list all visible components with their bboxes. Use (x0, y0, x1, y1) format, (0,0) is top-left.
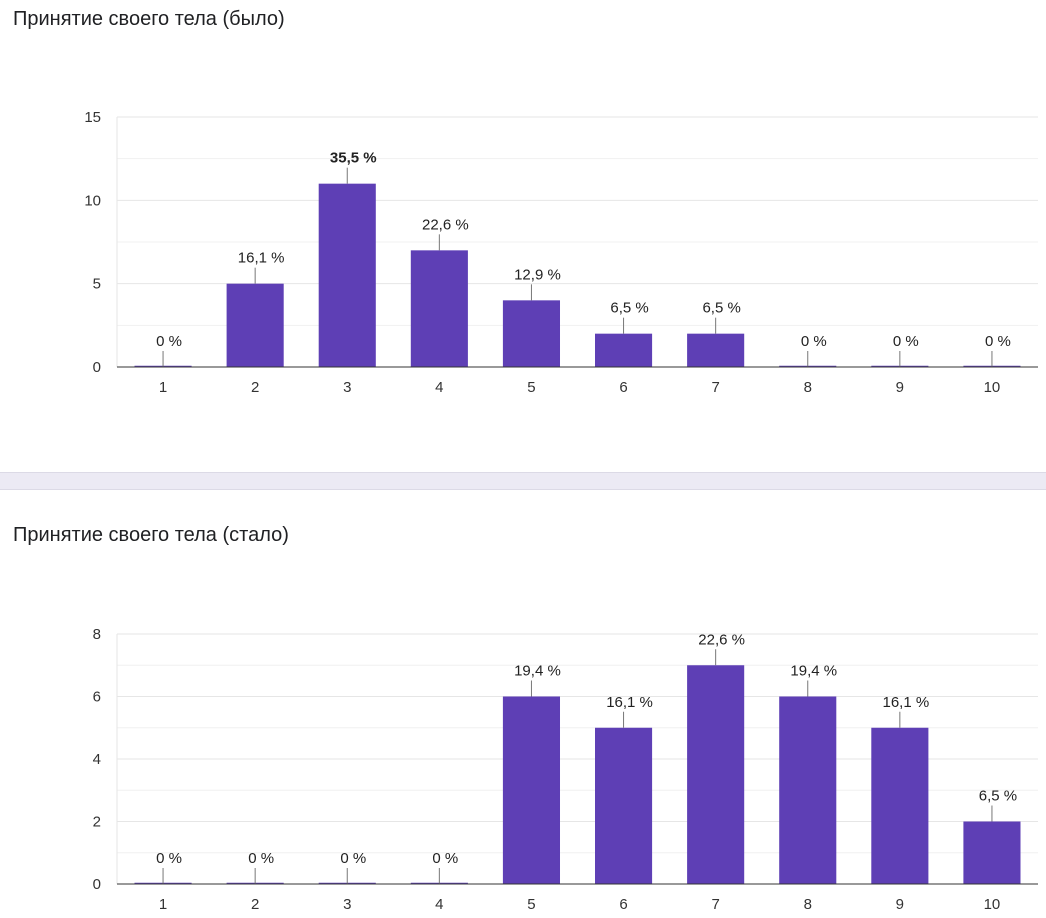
x-tick-label: 4 (435, 379, 443, 396)
x-tick-label: 7 (711, 896, 719, 913)
data-label: 16,1 % (606, 694, 653, 711)
bar (594, 333, 653, 367)
data-label: 6,5 % (610, 300, 648, 317)
x-tick-label: 4 (435, 896, 443, 913)
data-label: 16,1 % (882, 694, 929, 711)
bar (502, 300, 561, 367)
x-tick-label: 5 (527, 379, 535, 396)
x-tick-label: 2 (251, 896, 259, 913)
x-tick-label: 3 (343, 896, 351, 913)
data-label: 22,6 % (698, 631, 745, 648)
data-label: 6,5 % (702, 300, 740, 317)
data-label: 0 % (340, 850, 366, 867)
data-label: 19,4 % (790, 663, 837, 680)
x-tick-label: 3 (343, 379, 351, 396)
bar (779, 696, 837, 884)
chart-title: Принятие своего тела (было) (13, 8, 285, 30)
x-tick-label: 7 (711, 379, 719, 396)
data-label: 0 % (156, 850, 182, 867)
data-label: 0 % (801, 333, 827, 350)
x-tick-label: 10 (984, 379, 1001, 396)
x-tick-label: 5 (527, 896, 535, 913)
y-tick-label: 15 (84, 109, 101, 126)
data-label: 35,5 % (330, 150, 377, 167)
data-label: 0 % (248, 850, 274, 867)
bar (963, 821, 1021, 884)
chart-card-after: Принятие своего тела (стало) 0 2 4 6 8 0 % 1 0 … (0, 490, 1046, 918)
data-label: 12,9 % (514, 266, 561, 283)
bar-chart-after: 0 2 4 6 8 0 % 1 0 % 2 0 % 3 0 % 4 19,4 % 5 16,1 % 6 22,6 … (93, 626, 1038, 913)
x-tick-label: 8 (804, 896, 812, 913)
bar (410, 250, 468, 367)
y-tick-label: 8 (93, 626, 101, 643)
x-tick-label: 9 (896, 379, 904, 396)
bar-chart-before: 0 5 10 15 0 % 1 16,1 % 2 35,5 % 3 22,6 % 4 12,9 % 5 6,… (84, 109, 1038, 396)
chart-title: Принятие своего тела (стало) (13, 524, 289, 546)
x-tick-label: 2 (251, 379, 259, 396)
x-tick-label: 8 (804, 379, 812, 396)
data-label: 0 % (893, 333, 919, 350)
bar (594, 727, 653, 884)
bar (226, 283, 284, 367)
x-tick-label: 10 (984, 896, 1001, 913)
data-label: 0 % (432, 850, 458, 867)
bar (871, 727, 929, 884)
y-tick-label: 2 (93, 814, 101, 831)
y-tick-label: 10 (84, 192, 101, 209)
x-tick-label: 6 (619, 379, 627, 396)
y-tick-label: 5 (93, 276, 101, 293)
data-label: 19,4 % (514, 663, 561, 680)
bar (502, 696, 561, 884)
x-tick-label: 9 (896, 896, 904, 913)
y-tick-label: 4 (93, 751, 101, 768)
y-tick-label: 0 (93, 359, 101, 376)
bar (318, 183, 376, 367)
x-tick-label: 1 (159, 379, 167, 396)
x-tick-label: 6 (619, 896, 627, 913)
chart-card-before: Принятие своего тела (было) 0 5 10 15 0 % 1 16… (13, 8, 1038, 396)
data-label: 22,6 % (422, 216, 469, 233)
section-divider (0, 472, 1046, 490)
bar (687, 333, 745, 367)
data-label: 6,5 % (979, 788, 1017, 805)
bar (687, 665, 745, 884)
y-tick-label: 6 (93, 689, 101, 706)
x-tick-label: 1 (159, 896, 167, 913)
data-label: 0 % (985, 333, 1011, 350)
data-label: 16,1 % (238, 250, 285, 267)
y-tick-label: 0 (93, 876, 101, 893)
data-label: 0 % (156, 333, 182, 350)
